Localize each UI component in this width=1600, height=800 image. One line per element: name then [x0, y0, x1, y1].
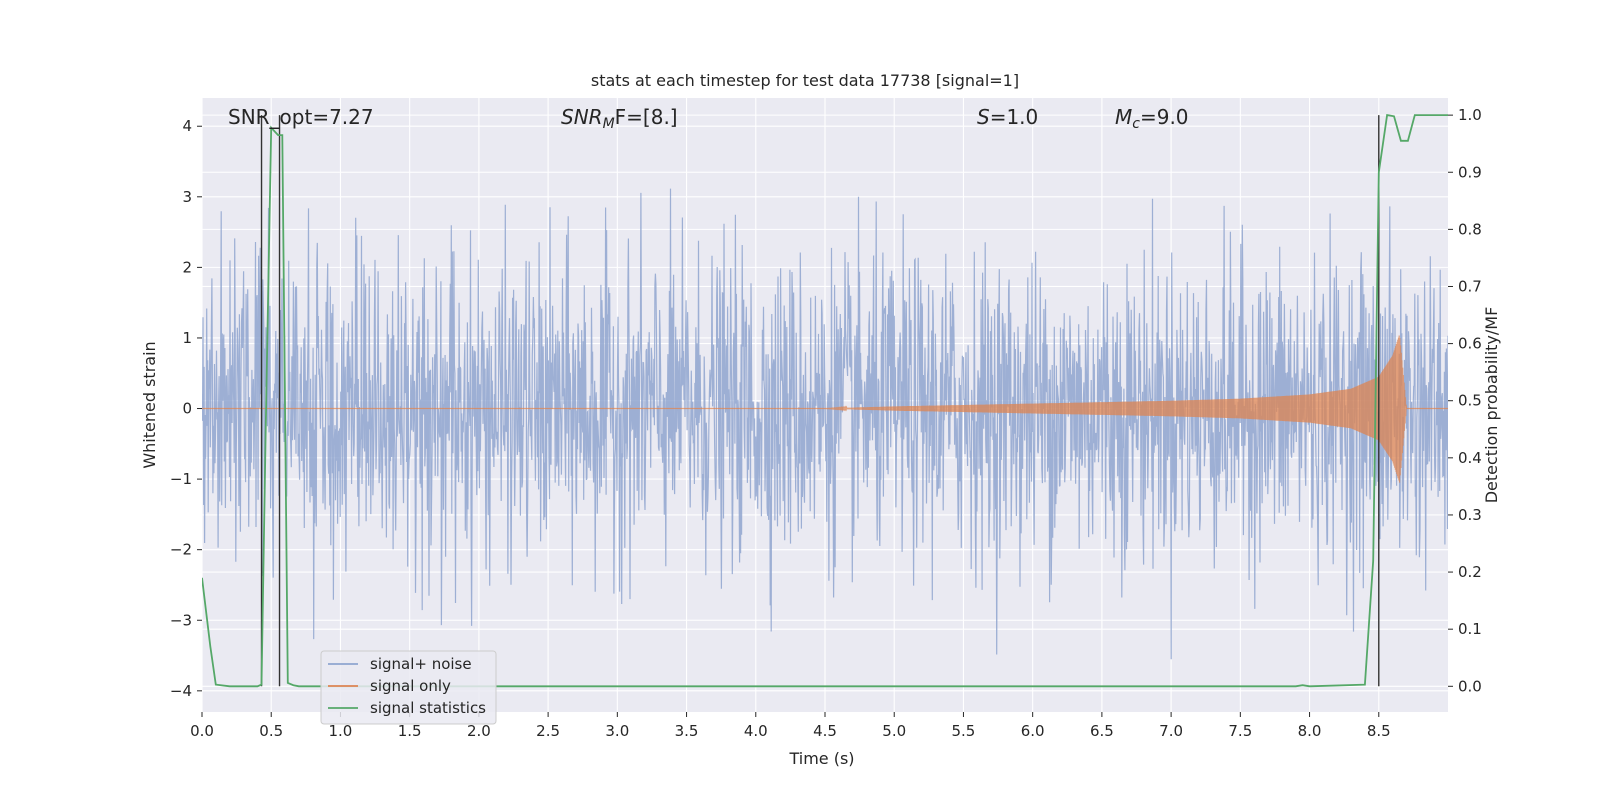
series-signal-statistics-line: [202, 114, 1448, 688]
x-tick-label-12: 6.0: [1021, 722, 1045, 740]
x-tick-label-8: 4.0: [744, 722, 768, 740]
y-right-tick-label-6: 0.4: [1458, 449, 1482, 467]
y-tick-label-7: −3: [170, 611, 192, 629]
y-tick-label-8: −4: [170, 682, 192, 700]
annotation-s-main: S: [977, 105, 990, 129]
y-right-tick-label-3: 0.7: [1458, 277, 1482, 295]
annotation-mc-sub: c: [1132, 116, 1140, 132]
y-right-tick-label-9: 0.1: [1458, 620, 1482, 638]
y-right-tick-label-2: 0.8: [1458, 220, 1482, 238]
y-right-tick-label-5: 0.5: [1458, 392, 1482, 410]
chart-title: stats at each timestep for test data 177…: [591, 71, 1019, 90]
x-tick-label-4: 2.0: [467, 722, 491, 740]
annotation-snr-mf: SNRMF=[8.]: [561, 105, 678, 132]
y-tick-label-6: −2: [170, 541, 192, 559]
y-tick-label-1: 3: [182, 188, 192, 206]
y-axis-label: Whitened strain: [140, 341, 159, 468]
x-tick-label-1: 0.5: [259, 722, 283, 740]
y-tick-label-5: −1: [170, 470, 192, 488]
y-right-tick-label-4: 0.6: [1458, 335, 1482, 353]
y-tick-label-3: 1: [182, 329, 192, 347]
annotation-snr-opt: SNR_opt=7.27: [228, 105, 374, 129]
annotation-snr-mf-sub: M: [603, 116, 615, 132]
legend: signal+ noise signal only signal statist…: [320, 650, 497, 725]
series-signal-only-line: [202, 335, 1448, 483]
x-tick-label-16: 8.0: [1298, 722, 1322, 740]
x-tick-label-14: 7.0: [1159, 722, 1183, 740]
x-tick-label-7: 3.5: [675, 722, 699, 740]
x-tick-label-6: 3.0: [605, 722, 629, 740]
annotation-snr-mf-rest: F=[8.]: [615, 105, 678, 129]
annotation-snr-mf-main: SNR: [561, 105, 603, 129]
y-axis-right-label: Detection probability/MF: [1482, 307, 1501, 504]
x-tick-label-10: 5.0: [882, 722, 906, 740]
y-right-tick-label-0: 1.0: [1458, 106, 1482, 124]
y-tick-label-4: 0: [182, 400, 192, 418]
plot-content: [202, 114, 1448, 688]
y-axis-right-ticks: 1.0 0.9 0.8 0.7 0.6 0.5 0.4 0.3 0.2 0.1 0.0: [1448, 106, 1482, 695]
x-axis-label: Time (s): [788, 749, 854, 768]
legend-label-signal-only: signal only: [370, 677, 451, 695]
legend-label-signal-noise: signal+ noise: [370, 655, 472, 673]
annotation-s-rest: =1.0: [990, 105, 1039, 129]
x-tick-label-15: 7.5: [1228, 722, 1252, 740]
series-signal-noise-line: [202, 188, 1448, 660]
y-tick-label-2: 2: [182, 258, 192, 276]
y-right-tick-label-1: 0.9: [1458, 163, 1482, 181]
y-right-tick-label-10: 0.0: [1458, 677, 1482, 695]
x-tick-label-17: 8.5: [1367, 722, 1391, 740]
annotation-s: S=1.0: [977, 105, 1038, 129]
legend-box: [320, 650, 497, 725]
x-tick-label-3: 1.5: [398, 722, 422, 740]
x-tick-label-2: 1.0: [329, 722, 353, 740]
x-tick-label-5: 2.5: [536, 722, 560, 740]
annotation-mc: Mc=9.0: [1115, 105, 1189, 132]
x-axis-ticks: 0.0 0.5 1.0 1.5 2.0 2.5 3.0 3.5 4.0 4.5 5.0 5.5 6.0 6…: [190, 712, 1391, 740]
x-tick-label-9: 4.5: [813, 722, 837, 740]
x-tick-label-0: 0.0: [190, 722, 214, 740]
legend-label-signal-statistics: signal statistics: [370, 699, 486, 717]
x-tick-label-13: 6.5: [1090, 722, 1114, 740]
y-right-tick-label-8: 0.2: [1458, 563, 1482, 581]
annotation-mc-rest: =9.0: [1140, 105, 1189, 129]
y-axis-ticks: 4 3 2 1 0 −1 −2 −3 −4: [170, 117, 202, 700]
x-tick-label-11: 5.5: [952, 722, 976, 740]
annotation-mc-main: M: [1115, 105, 1132, 129]
y-right-tick-label-7: 0.3: [1458, 506, 1482, 524]
y-tick-label-0: 4: [182, 117, 192, 135]
